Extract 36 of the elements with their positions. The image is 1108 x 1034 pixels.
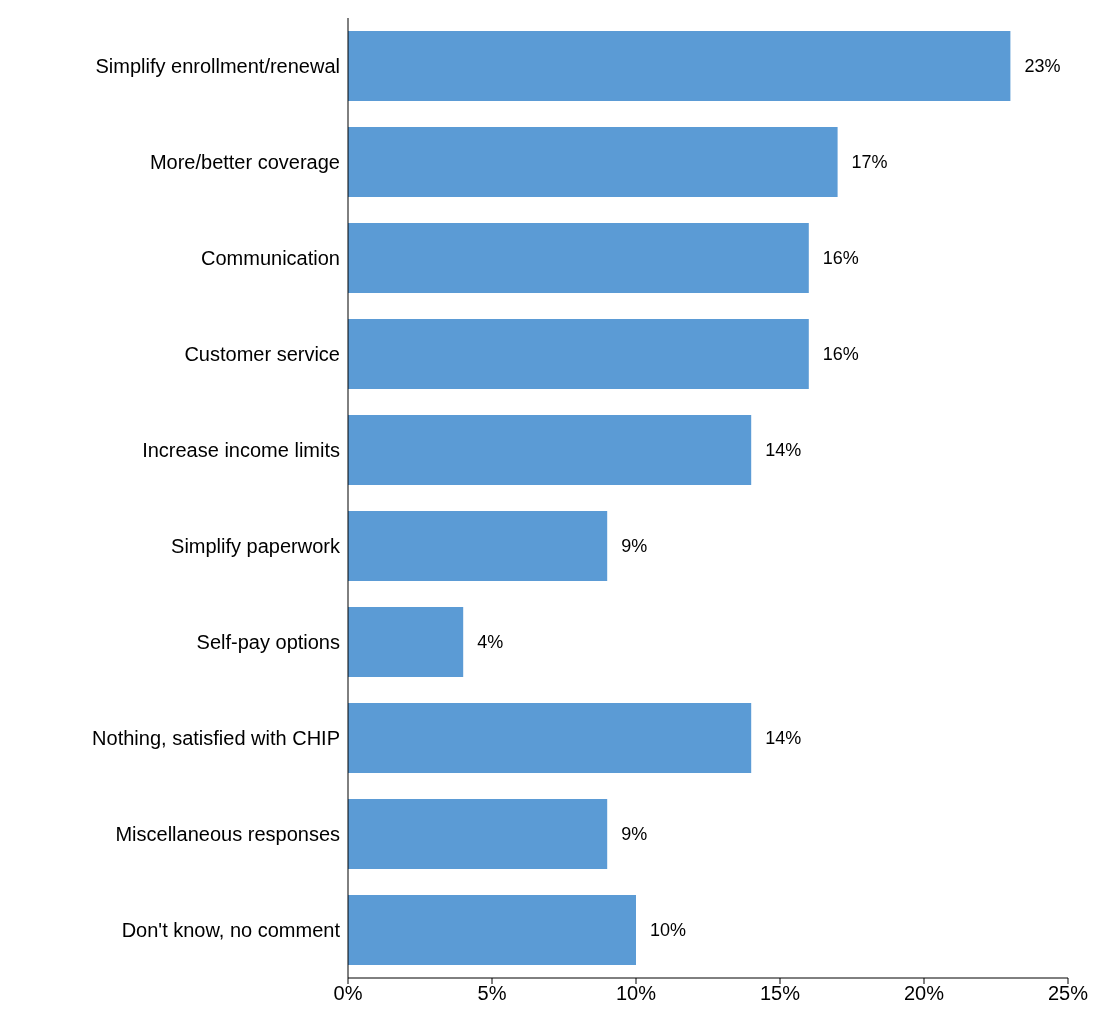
x-tick-label: 25% — [1047, 982, 1089, 1005]
bar — [348, 511, 608, 581]
y-tick-label: Communication — [201, 247, 340, 270]
bar — [348, 703, 752, 773]
bar — [348, 31, 1011, 101]
y-tick-label: Simplify paperwork — [171, 535, 341, 558]
y-tick-label: Self-pay options — [196, 631, 340, 654]
bar — [348, 607, 464, 677]
y-tick-label: Increase income limits — [142, 439, 340, 462]
data-label: 14% — [765, 440, 802, 461]
data-label: 10% — [650, 920, 687, 941]
bar — [348, 415, 752, 485]
bar — [348, 127, 838, 197]
y-tick-label: Nothing, satisfied with CHIP — [92, 727, 340, 750]
x-tick-label: 0% — [333, 982, 363, 1005]
data-label: 23% — [1024, 56, 1061, 77]
y-tick-label: Don't know, no comment — [121, 919, 341, 942]
x-tick-label: 5% — [477, 982, 507, 1005]
y-tick-label: Customer service — [184, 343, 340, 366]
data-label: 17% — [851, 152, 888, 173]
bar — [348, 799, 608, 869]
bar — [348, 895, 636, 965]
y-tick-label: Miscellaneous responses — [115, 823, 340, 846]
data-label: 9% — [621, 824, 648, 845]
data-label: 14% — [765, 728, 802, 749]
data-label: 16% — [822, 248, 859, 269]
bar — [348, 319, 809, 389]
data-label: 16% — [822, 344, 859, 365]
bar — [348, 223, 809, 293]
data-label: 4% — [477, 632, 504, 653]
y-tick-label: Simplify enrollment/renewal — [95, 55, 340, 78]
x-tick-label: 10% — [615, 982, 657, 1005]
x-tick-label: 20% — [903, 982, 945, 1005]
x-tick-label: 15% — [759, 982, 801, 1005]
data-label: 9% — [621, 536, 648, 557]
y-tick-label: More/better coverage — [149, 151, 340, 174]
